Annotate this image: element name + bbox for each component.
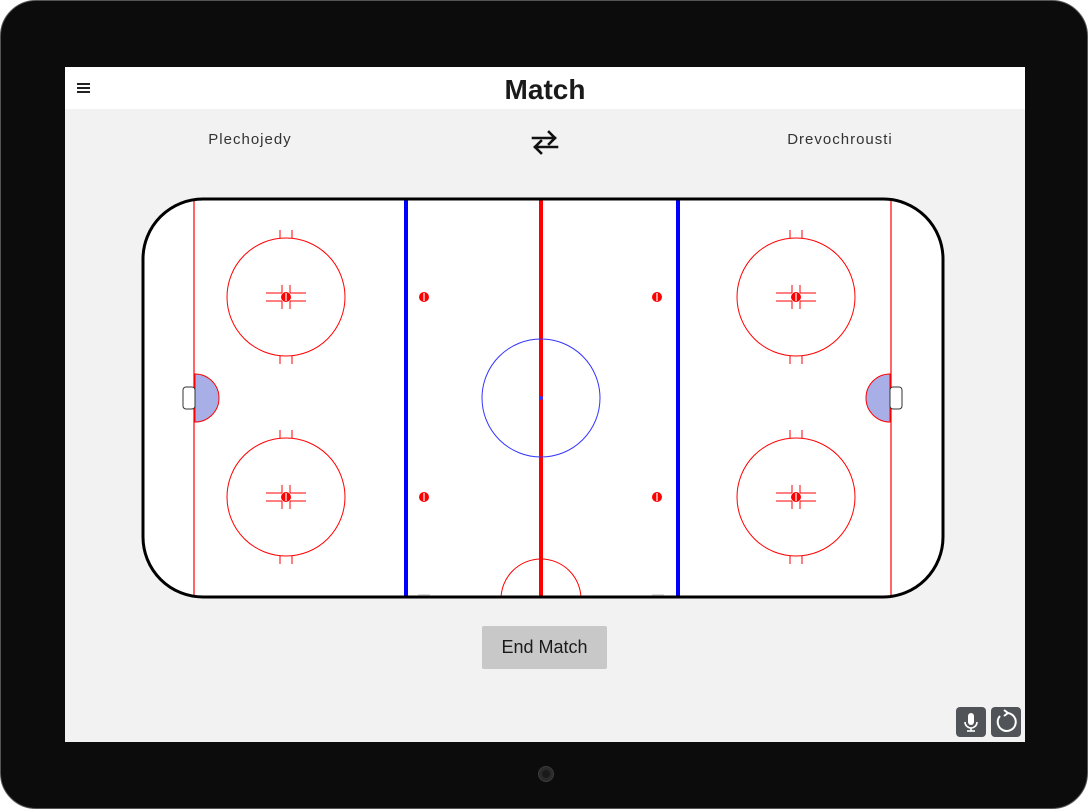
rink-drawing[interactable]: [141, 197, 945, 599]
team-left-name: Plechojedy: [208, 131, 292, 148]
page-title: Match: [504, 74, 586, 105]
swap-arrows-icon[interactable]: [529, 129, 561, 155]
end-match-button[interactable]: End Match: [482, 626, 607, 669]
home-button[interactable]: [538, 766, 554, 782]
app-screen: Match Plechojedy Drevochrousti: [65, 67, 1025, 742]
rotate-button[interactable]: [991, 707, 1021, 737]
app-bar: Match: [65, 67, 1025, 109]
microphone-icon: [964, 713, 978, 732]
rotate-icon: [996, 709, 1017, 732]
microphone-button[interactable]: [956, 707, 986, 737]
team-right-name: Drevochrousti: [787, 131, 893, 148]
hockey-rink[interactable]: [141, 197, 945, 599]
hamburger-menu-icon[interactable]: [77, 83, 91, 93]
